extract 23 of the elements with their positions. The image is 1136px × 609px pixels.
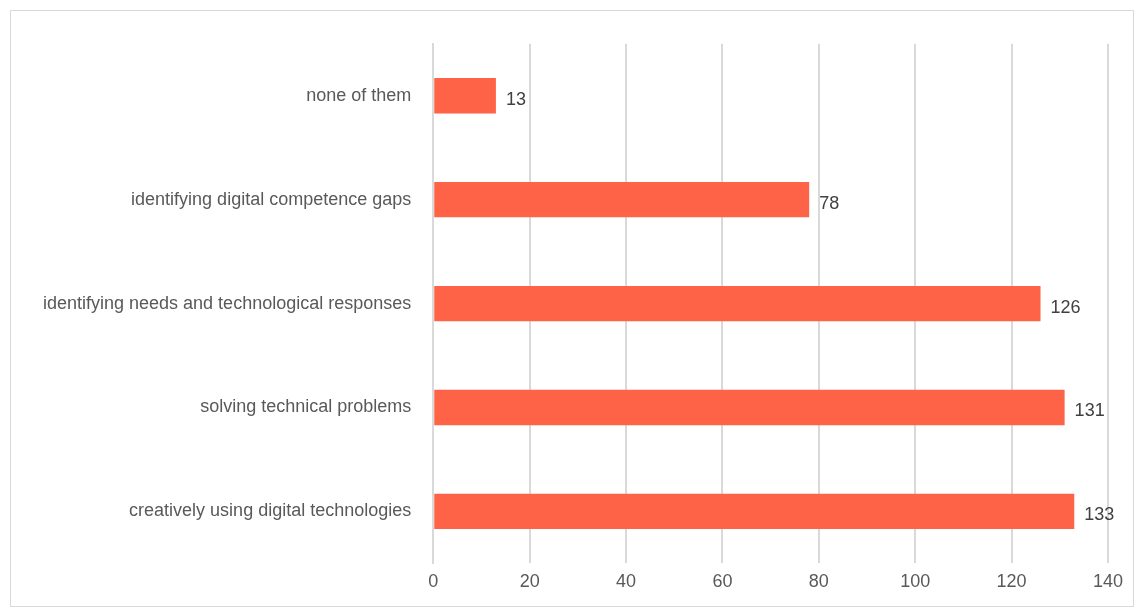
bar [434,389,1065,426]
data-label: 126 [1050,296,1081,317]
x-tick-label: 80 [808,571,829,592]
data-label: 78 [819,192,840,213]
bar [434,493,1075,530]
y-tick-label: identifying digital competence gaps [131,188,412,209]
bar [434,285,1041,322]
bar [434,182,810,218]
y-tick-label: creatively using digital technologies [129,500,412,521]
data-label: 13 [505,88,526,109]
y-tick-label: none of them [306,84,412,105]
bar [434,78,496,114]
x-tick-label: 120 [996,571,1027,592]
data-label: 133 [1084,504,1115,525]
x-tick-label: 0 [428,571,439,592]
data-label: 131 [1074,400,1105,421]
x-tick-label: 100 [900,571,931,592]
y-tick-label: identifying needs and technological responses [42,292,412,313]
x-tick-label: 140 [1092,571,1124,592]
y-tick-label: solving technical problems [200,396,412,417]
x-tick-label: 40 [616,571,637,592]
x-tick-label: 60 [712,571,733,592]
x-tick-label: 20 [519,571,540,592]
